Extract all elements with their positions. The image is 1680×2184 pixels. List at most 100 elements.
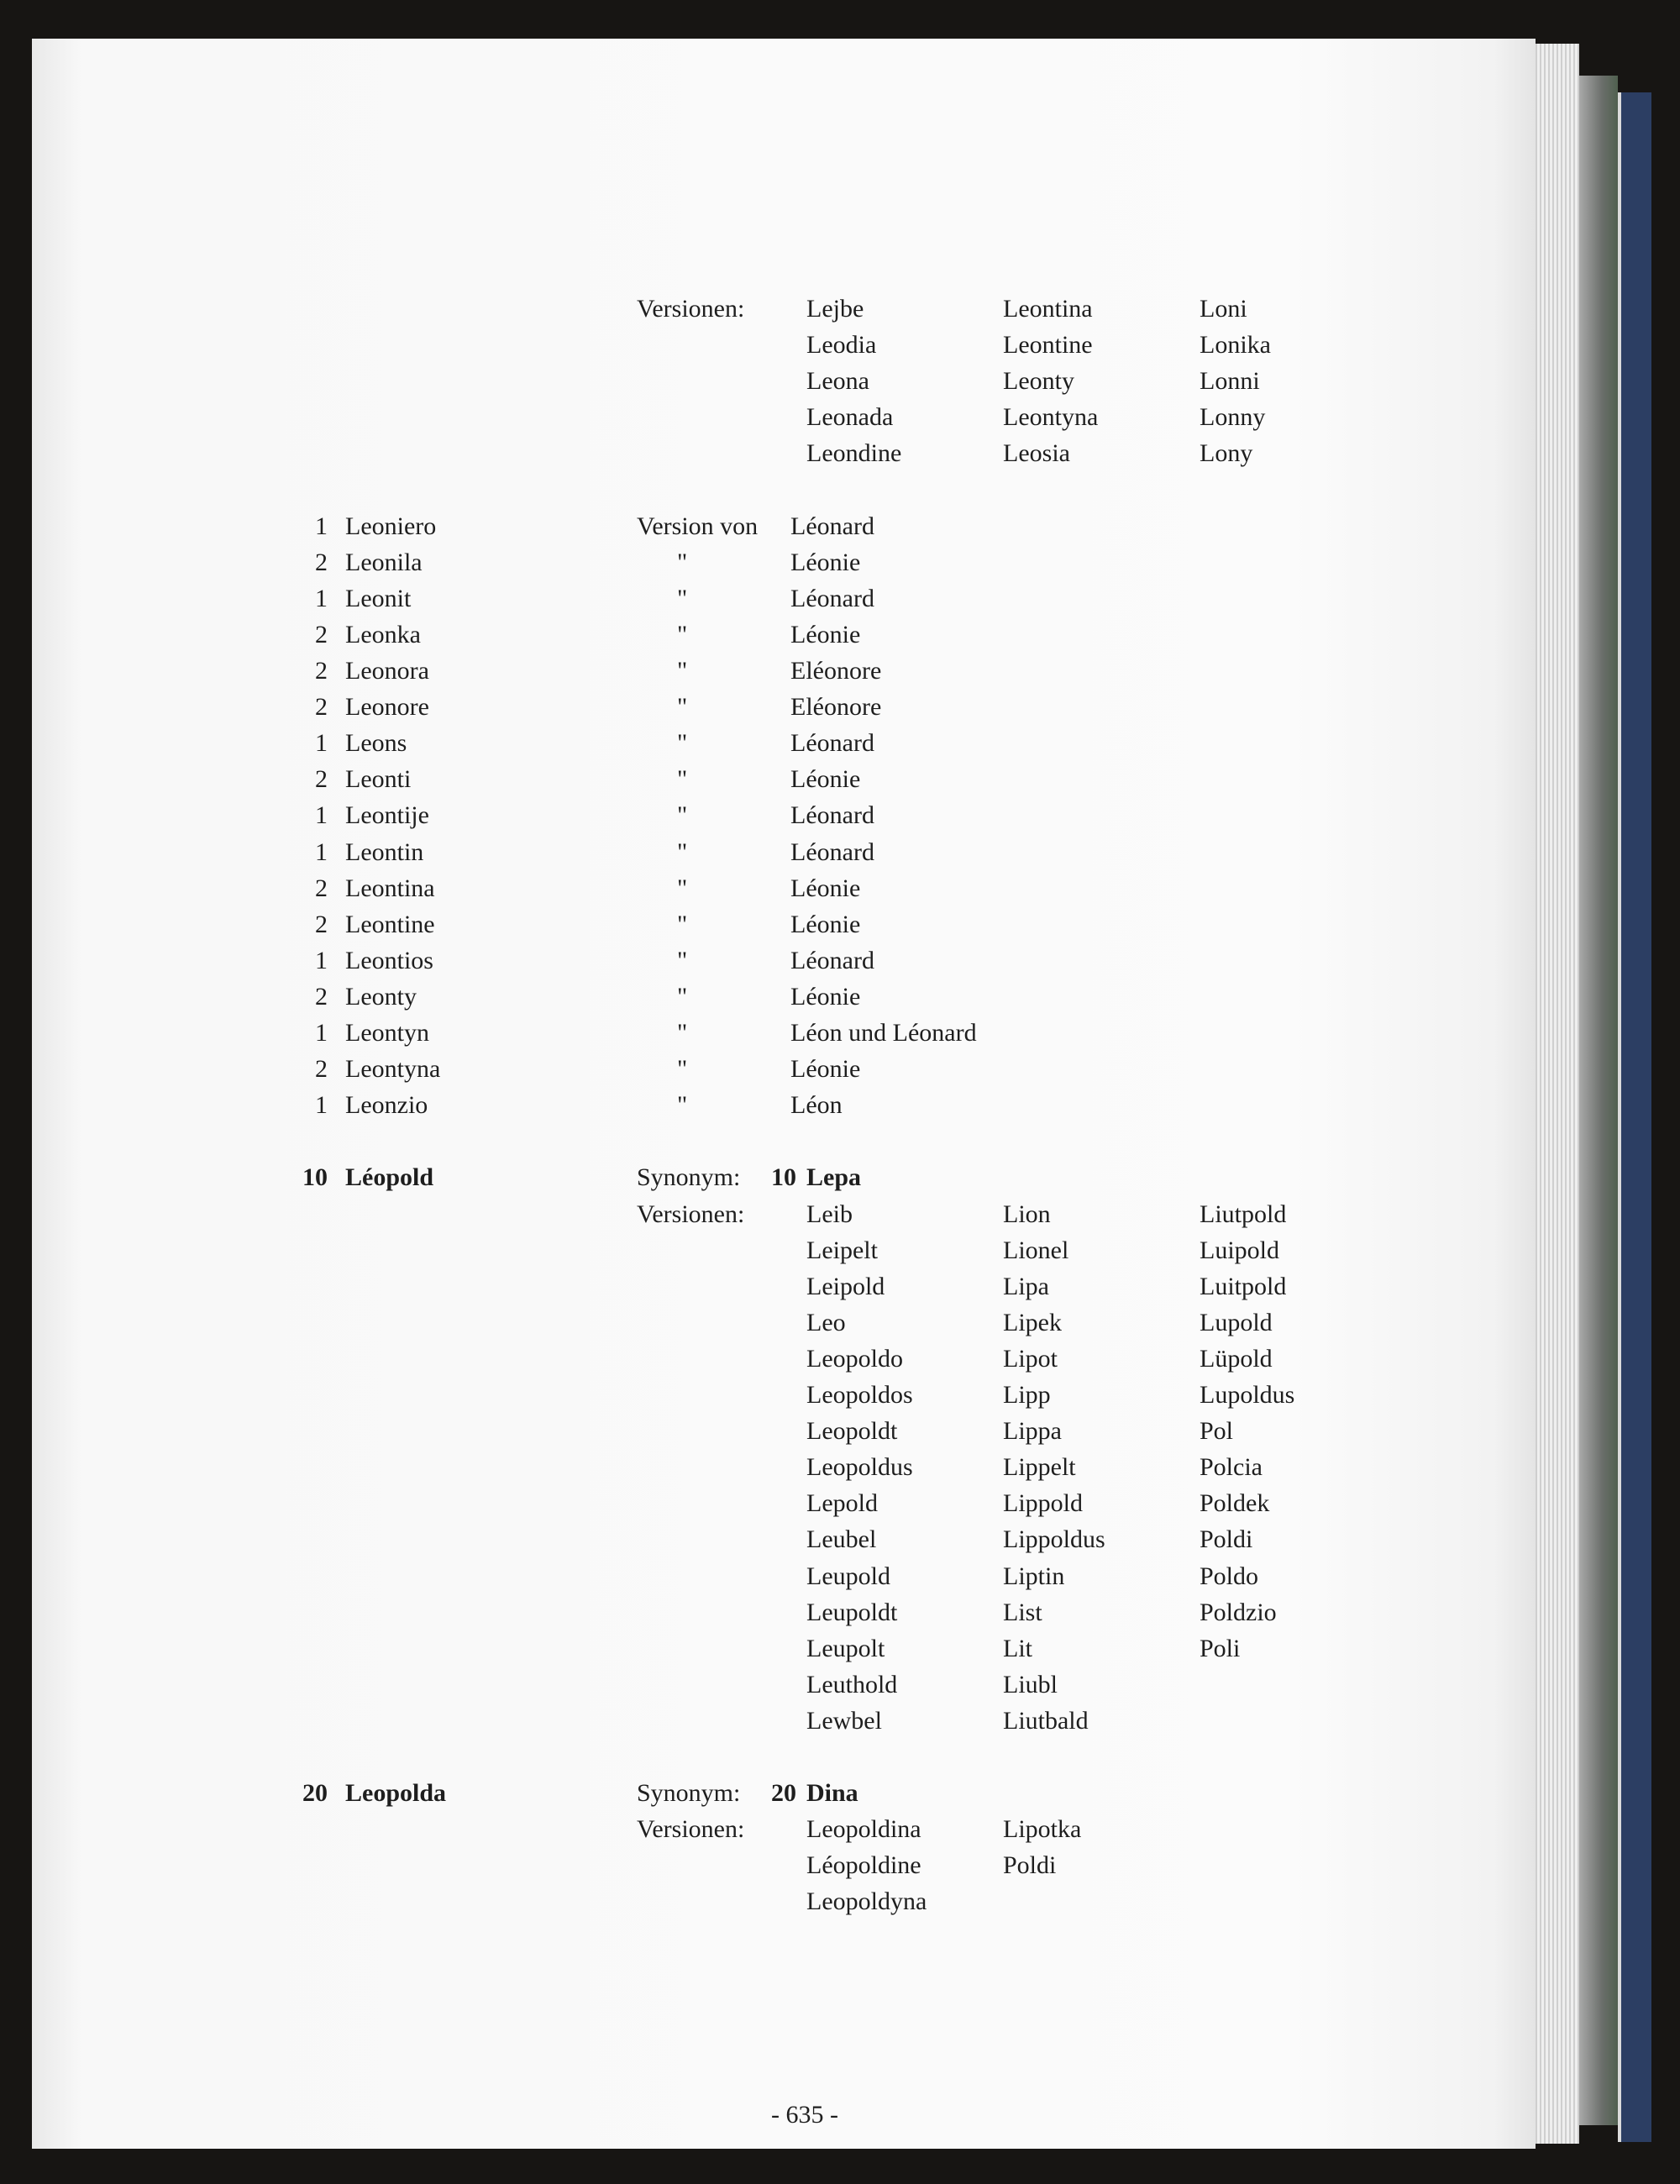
entry-name: Leontin [345, 837, 424, 866]
gender-number: 1 [315, 512, 328, 540]
entry-name: Léopold [345, 1163, 434, 1192]
version-name: Leopoldo [806, 1344, 903, 1373]
reference-name: Eléonore [790, 693, 882, 722]
version-name: Liutpold [1200, 1200, 1287, 1228]
version-name: Lejbe [806, 295, 864, 323]
gender-number: 10 [302, 1163, 328, 1192]
gender-number: 20 [302, 1779, 328, 1808]
gender-number: 1 [315, 1019, 328, 1047]
gender-number: 1 [315, 729, 328, 758]
ditto-mark: " [677, 982, 688, 1011]
version-name: Lupoldus [1200, 1381, 1295, 1409]
version-name: Leib [806, 1200, 853, 1228]
ditto-mark: " [677, 910, 688, 938]
version-name: Leipelt [806, 1236, 878, 1264]
gender-number: 2 [315, 693, 328, 722]
version-name: Lupold [1200, 1308, 1273, 1336]
reference-name: Léonie [790, 874, 861, 902]
reference-name: Léonard [790, 837, 874, 866]
gender-number: 2 [315, 982, 328, 1011]
gender-number: 1 [315, 584, 328, 612]
entry-name: Leontyn [345, 1019, 429, 1047]
version-name: Lepold [806, 1489, 878, 1518]
ditto-mark: " [677, 837, 688, 866]
gender-number: 2 [315, 874, 328, 902]
entry-name: Leonora [345, 657, 429, 685]
version-name: Lippoldus [1003, 1525, 1105, 1554]
version-name: Leodia [806, 331, 877, 360]
version-name: Lion [1003, 1200, 1051, 1228]
version-name: Pol [1200, 1417, 1234, 1446]
gender-number: 2 [315, 910, 328, 938]
ditto-mark: " [677, 693, 688, 722]
entry-name: Leonila [345, 548, 423, 576]
relation-label: Version von [637, 512, 759, 540]
entry-name: Leoniero [345, 512, 437, 540]
ditto-mark: " [677, 1055, 688, 1084]
reference-name: Léonie [790, 765, 861, 794]
entry-name: Leonka [345, 620, 421, 648]
ditto-mark: " [677, 1091, 688, 1120]
ditto-mark: " [677, 946, 688, 974]
gender-number: 2 [315, 657, 328, 685]
version-name: Lionel [1003, 1236, 1069, 1264]
version-name: Lippold [1003, 1489, 1083, 1518]
reference-name: Léonie [790, 620, 861, 648]
reference-name: Léonard [790, 946, 874, 974]
reference-name: Léon [790, 1091, 843, 1120]
version-name: Leupoldt [806, 1598, 898, 1626]
ditto-mark: " [677, 1019, 688, 1047]
version-name: Leonty [1003, 367, 1074, 396]
version-name: Poli [1200, 1634, 1241, 1662]
reference-name: Léonie [790, 982, 861, 1011]
gender-number: 2 [315, 620, 328, 648]
reference-name: Léonard [790, 512, 874, 540]
version-name: Loni [1200, 295, 1247, 323]
ditto-mark: " [677, 801, 688, 830]
version-name: Lony [1200, 439, 1253, 468]
ditto-mark: " [677, 729, 688, 758]
version-name: Leupold [806, 1562, 890, 1590]
version-name: Liubl [1003, 1670, 1058, 1698]
version-name: Leupolt [806, 1634, 885, 1662]
version-name: Lonni [1200, 367, 1260, 396]
ditto-mark: " [677, 620, 688, 648]
entry-name: Leons [345, 729, 407, 758]
entry-name: Leopolda [345, 1779, 447, 1808]
version-name: Leopoldus [806, 1453, 913, 1482]
synonym-name: Lepa [806, 1163, 862, 1192]
synonym-number: 10 [771, 1163, 796, 1192]
synonym-label: Synonym: [637, 1779, 741, 1808]
version-name: Luipold [1200, 1236, 1279, 1264]
version-name: List [1003, 1598, 1042, 1626]
version-name: Leopoldyna [806, 1887, 927, 1916]
reference-name: Eléonore [790, 657, 882, 685]
version-name: Luitpold [1200, 1272, 1287, 1300]
version-name: Poldzio [1200, 1598, 1277, 1626]
version-name: Leopoldt [806, 1417, 898, 1446]
version-name: Lit [1003, 1634, 1032, 1662]
entry-name: Leonti [345, 765, 412, 794]
book-page: Versionen: Lejbe Leontina Loni Leodia Leontin… [32, 39, 1536, 2149]
version-name: Leondine [806, 439, 902, 468]
reference-name: Léonie [790, 1055, 861, 1084]
gender-number: 1 [315, 801, 328, 830]
entry-name: Leontine [345, 910, 435, 938]
version-name: Leopoldina [806, 1815, 921, 1844]
version-name: Leona [806, 367, 869, 396]
page-edges [1536, 44, 1579, 2144]
entry-name: Leonit [345, 584, 412, 612]
reference-name: Léonie [790, 548, 861, 576]
ditto-mark: " [677, 584, 688, 612]
gender-number: 1 [315, 837, 328, 866]
version-name: Lewbel [806, 1706, 882, 1735]
version-name: Poldi [1003, 1851, 1057, 1880]
ditto-mark: " [677, 657, 688, 685]
version-name: Leo [806, 1308, 846, 1336]
synonym-number: 20 [771, 1779, 796, 1808]
gender-number: 2 [315, 765, 328, 794]
reference-name: Léonard [790, 584, 874, 612]
version-name: Liutbald [1003, 1706, 1089, 1735]
version-name: Poldo [1200, 1562, 1259, 1590]
version-name: Lippelt [1003, 1453, 1076, 1482]
